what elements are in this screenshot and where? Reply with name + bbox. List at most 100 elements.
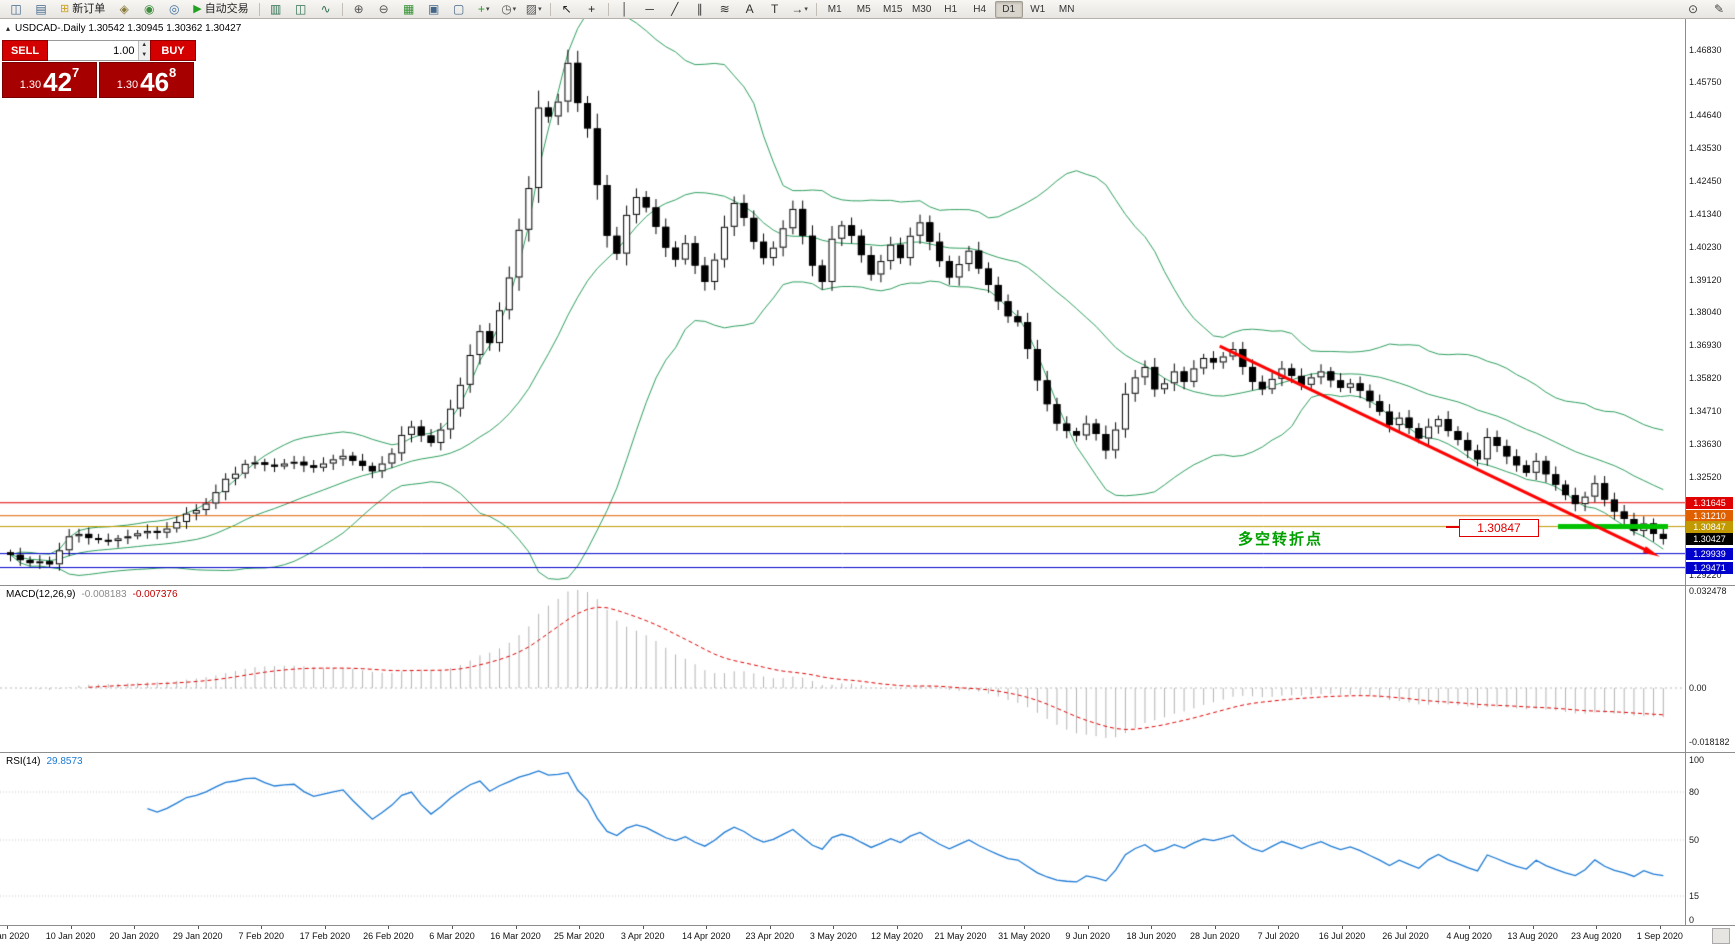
corner-resize-box <box>1712 928 1730 944</box>
time-axis-label: 6 Mar 2020 <box>429 931 475 941</box>
trendline-icon[interactable]: ╱ <box>663 0 687 18</box>
profiles-icon[interactable]: ▤ <box>29 0 53 18</box>
crosshair-icon-glyph: + <box>588 2 596 16</box>
timeframe-m30[interactable]: M30 <box>911 3 932 15</box>
rsi-value: 29.8573 <box>46 756 83 767</box>
zoom-in-icon[interactable]: ⊕ <box>347 0 371 18</box>
periods-glyph: ◷ <box>501 2 512 16</box>
vertical-line-icon[interactable]: │ <box>613 0 637 18</box>
rsi-panel-splitter[interactable] <box>0 752 1735 753</box>
time-axis-tick <box>1469 926 1471 929</box>
crosshair-icon[interactable]: + <box>580 0 604 18</box>
time-axis-tick <box>1405 926 1407 929</box>
time-axis-label: 14 Apr 2020 <box>681 931 731 941</box>
alerts-icon[interactable]: ◉ <box>137 0 161 18</box>
auto-scroll-icon[interactable]: ▣ <box>422 0 446 18</box>
price-scale-label: 1.39120 <box>1689 274 1722 285</box>
timeframe-h4[interactable]: H4 <box>973 3 987 15</box>
time-axis-label: 31 May 2020 <box>998 931 1051 941</box>
timeframe-mn[interactable]: MN <box>1058 3 1075 15</box>
time-axis-label: 3 May 2020 <box>809 931 857 941</box>
price-tag: 1.29471 <box>1686 561 1733 574</box>
time-axis-tick <box>833 926 835 929</box>
autotrading-button[interactable]: ▶ 自动交易 <box>187 0 254 18</box>
time-axis[interactable]: 2 Jan 2020 10 Jan 2020 20 Jan 2020 29 Jan 2… <box>0 926 1685 946</box>
sell-price-big: 42 <box>43 67 73 97</box>
lot-up-icon[interactable]: ▲ <box>138 41 150 51</box>
sell-price-display[interactable]: 1.30 42 7 <box>2 62 97 98</box>
lot-size-input[interactable] <box>48 41 138 60</box>
tile-windows-icon-glyph: ▦ <box>403 2 415 16</box>
trendline-price-label[interactable]: 1.30847 <box>1459 519 1539 537</box>
buy-price-display[interactable]: 1.30 46 8 <box>99 62 194 98</box>
price-scale-label: 1.38040 <box>1689 307 1722 318</box>
arrows-tool-button[interactable]: → ▾ <box>788 0 812 18</box>
templates-button[interactable]: ▨ ▾ <box>522 0 546 18</box>
timeframe-h1[interactable]: H1 <box>944 3 958 15</box>
new-order-button[interactable]: ⊞ 新订单 <box>54 0 111 18</box>
lot-stepper[interactable]: ▲ ▼ <box>137 41 150 60</box>
price-scale-border <box>1685 19 1686 925</box>
collapse-triangle-icon[interactable]: ▴ <box>6 24 11 33</box>
periods-button[interactable]: ◷ ▾ <box>497 0 521 18</box>
line-chart-type-icon[interactable]: ∿ <box>314 0 338 18</box>
buy-price-big: 46 <box>140 67 170 97</box>
price-tag: 1.31645 <box>1686 496 1733 509</box>
price-chart-canvas[interactable] <box>0 19 1685 585</box>
chevron-down-icon: ▾ <box>512 5 517 13</box>
text-tool-icon[interactable]: A <box>738 0 762 18</box>
cursor-icon[interactable]: ↖ <box>555 0 579 18</box>
market-watch-icon[interactable]: ◎ <box>162 0 186 18</box>
zoom-out-icon[interactable]: ⊖ <box>372 0 396 18</box>
time-axis-tick <box>1341 926 1343 929</box>
candlestick-chart-type-icon[interactable]: ◫ <box>289 0 313 18</box>
time-axis-tick <box>1278 926 1280 929</box>
horizontal-line-icon[interactable]: ─ <box>638 0 662 18</box>
indicators-button[interactable]: + ▾ <box>472 0 496 18</box>
buy-price-prefix: 1.30 <box>116 79 139 91</box>
bar-chart-type-icon[interactable]: ▥ <box>264 0 288 18</box>
rsi-chart-canvas[interactable] <box>0 752 1685 925</box>
lot-down-icon[interactable]: ▼ <box>138 50 150 60</box>
timeframe-m15[interactable]: M15 <box>882 3 903 15</box>
toolbar-separator <box>607 2 609 16</box>
price-tag: 1.30427 <box>1686 533 1733 546</box>
search-icon[interactable]: ⊙ <box>1687 2 1699 16</box>
chart-shift-icon[interactable]: ▢ <box>447 0 471 18</box>
horizontal-line-icon-glyph: ─ <box>645 2 654 16</box>
metaeditor-icon[interactable]: ◈ <box>112 0 136 18</box>
sell-button[interactable]: SELL <box>2 40 48 61</box>
macd-name: MACD(12,26,9) <box>6 589 76 600</box>
fibonacci-icon-glyph: ≋ <box>719 2 730 16</box>
auto-scroll-icon-glyph: ▣ <box>428 2 440 16</box>
symbol-title-text: USDCAD-.Daily 1.30542 1.30945 1.30362 1.… <box>15 23 242 34</box>
new-chart-icon[interactable]: ◫ <box>4 0 28 18</box>
toolbar-separator <box>815 2 817 16</box>
main-toolbar: ◫ ▤ ⊞ 新订单 ◈ ◉ ◎ ▶ 自动交易 ▥ ◫ ∿ ⊕ ⊖ ▦ ▣ ▢ + ▾ ◷ ▾ ▨ ▾ ↖ + │ ─ ╱ ∥ ≋ A T → ▾ M… <box>0 0 1735 19</box>
timeframe-d1[interactable]: D1 <box>994 0 1023 18</box>
alerts-icon-glyph: ◉ <box>143 2 155 16</box>
fibonacci-icon[interactable]: ≋ <box>713 0 737 18</box>
buy-price-pip: 8 <box>169 65 177 80</box>
channel-icon[interactable]: ∥ <box>688 0 712 18</box>
price-scale-label: 1.43530 <box>1689 143 1722 154</box>
text-tool-icon-glyph: A <box>745 2 754 16</box>
rsi-label: RSI(14) 29.8573 <box>6 756 83 767</box>
sell-price-pip: 7 <box>72 65 80 80</box>
price-scale-label: 1.34710 <box>1689 406 1722 417</box>
timeframe-m1[interactable]: M1 <box>827 3 842 15</box>
tile-windows-icon[interactable]: ▦ <box>397 0 421 18</box>
price-scale-label: 1.32520 <box>1689 471 1722 482</box>
timeframe-w1[interactable]: W1 <box>1030 3 1046 15</box>
macd-panel-splitter[interactable] <box>0 585 1735 586</box>
quick-edit-icon[interactable]: ✎ <box>1713 2 1725 16</box>
bar-chart-type-icon-glyph: ▥ <box>270 2 282 16</box>
buy-button[interactable]: BUY <box>150 40 196 61</box>
zoom-in-icon-glyph: ⊕ <box>353 2 364 16</box>
macd-chart-canvas[interactable] <box>0 585 1685 752</box>
price-tag: 1.30847 <box>1686 520 1733 533</box>
timeframe-m5[interactable]: M5 <box>856 3 871 15</box>
label-tool-icon[interactable]: T <box>763 0 787 18</box>
time-axis-tick <box>1214 926 1216 929</box>
